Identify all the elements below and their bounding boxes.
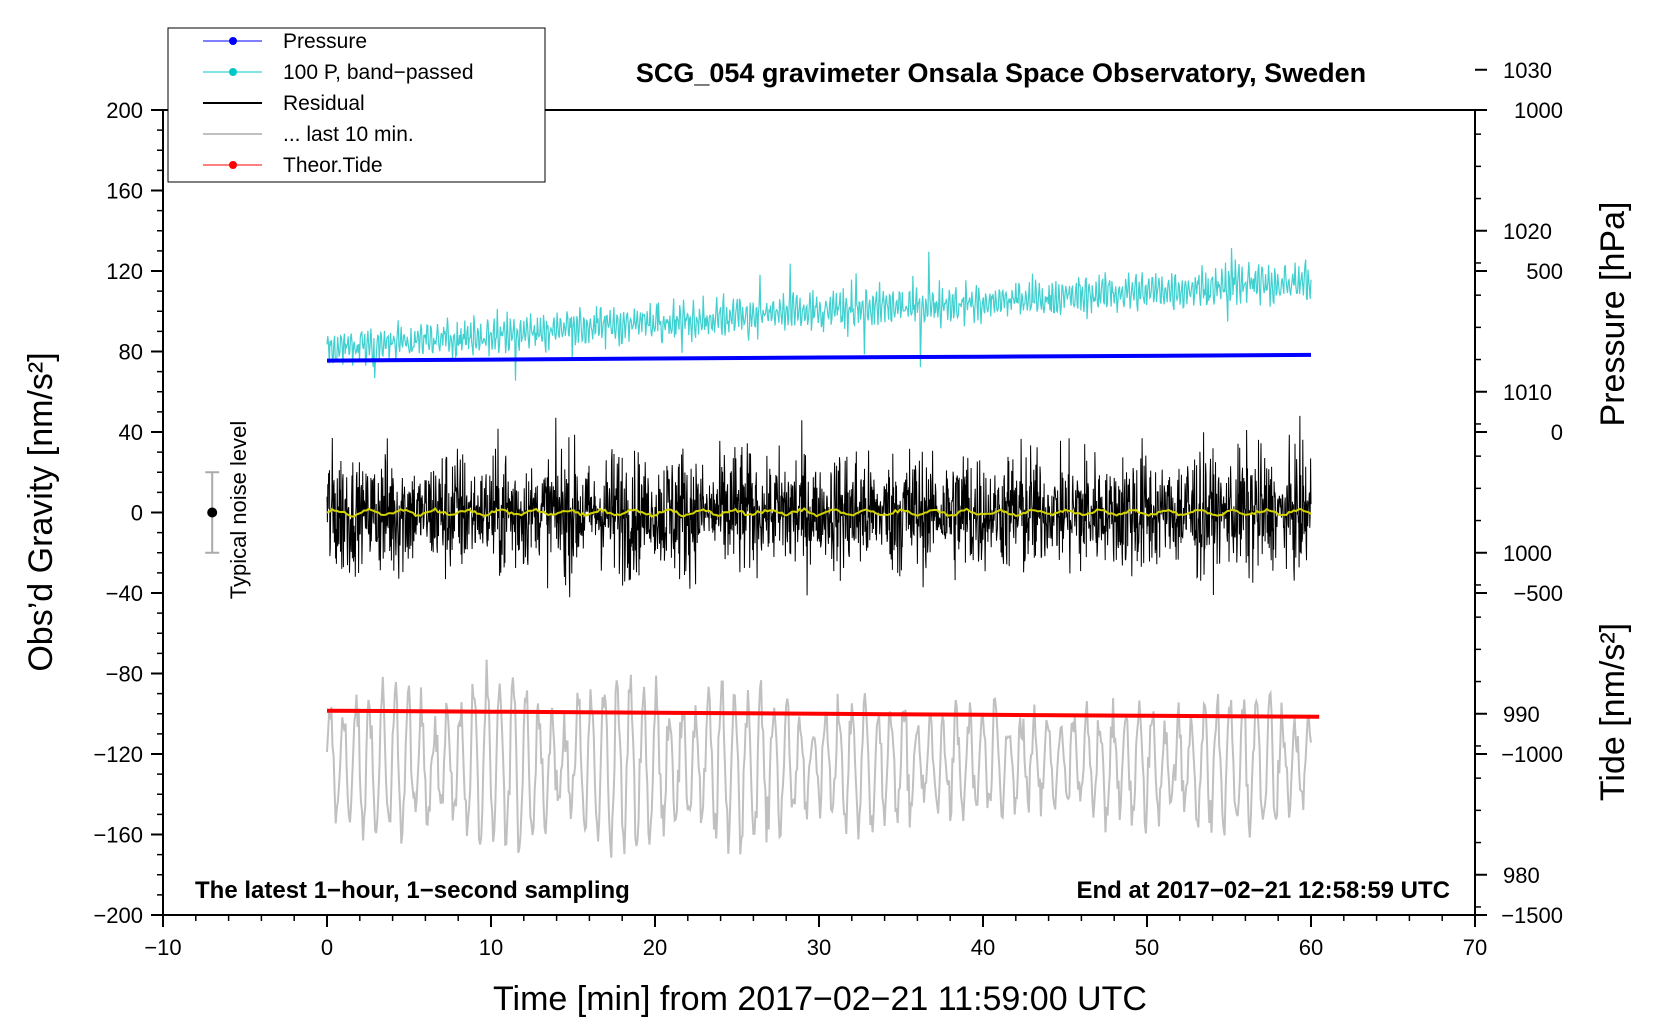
tide-tick-label: 0 xyxy=(1551,420,1563,445)
x-tick-label: 20 xyxy=(643,935,667,960)
x-axis: −10 0 10 20 30 40 50 60 70 xyxy=(144,915,1487,960)
tide-tick-label: 1000 xyxy=(1514,98,1563,123)
pressure-tick-label: 1020 xyxy=(1503,219,1552,244)
pressure-tick-label: 1030 xyxy=(1503,58,1552,83)
tide-tick-label: 500 xyxy=(1526,259,1563,284)
pressure-tick-label: 1000 xyxy=(1503,541,1552,566)
tide-axis: 1000 500 0 −500 −1000 −1500 xyxy=(1475,98,1563,928)
y-tick-label: 160 xyxy=(106,179,143,204)
noise-bar-center xyxy=(207,507,218,518)
y-tick-label: 80 xyxy=(119,340,143,365)
legend-marker xyxy=(229,68,237,76)
legend: Pressure 100 P, band−passed Residual ... la… xyxy=(167,27,546,183)
series-residual xyxy=(326,415,1312,598)
y-axis-left: 200 160 120 80 40 0 −40 −80 −120 −160 −200 xyxy=(93,98,163,928)
legend-label: 100 P, band−passed xyxy=(283,61,474,84)
y-tick-label: −200 xyxy=(93,903,143,928)
y-tick-label: 200 xyxy=(106,98,143,123)
y-tick-label: −80 xyxy=(106,662,143,687)
series-residual-smoothed xyxy=(326,507,1312,519)
tide-tick-label: −1500 xyxy=(1501,903,1563,928)
series-layer xyxy=(326,247,1320,858)
series-pressure xyxy=(326,352,1312,363)
x-axis-label: Time [min] from 2017−02−21 11:59:00 UTC xyxy=(493,980,1147,1018)
y-axis-label-left: Obs’d Gravity [nm/s²] xyxy=(22,352,60,671)
legend-marker xyxy=(229,161,237,169)
y-tick-label: −160 xyxy=(93,823,143,848)
x-tick-label: −10 xyxy=(144,935,181,960)
legend-marker xyxy=(229,37,237,45)
tide-tick-label: −500 xyxy=(1513,581,1563,606)
pressure-axis-label: Pressure [hPa] xyxy=(1594,202,1632,427)
pressure-tick-label: 980 xyxy=(1503,863,1540,888)
tide-tick-label: −1000 xyxy=(1501,742,1563,767)
y-tick-label: 0 xyxy=(131,501,143,526)
x-tick-label: 70 xyxy=(1463,935,1487,960)
noise-label: Typical noise level xyxy=(226,421,251,600)
series-last10min xyxy=(326,659,1312,858)
annotation-right: End at 2017−02−21 12:58:59 UTC xyxy=(1076,877,1450,904)
chart-title: SCG_054 gravimeter Onsala Space Observat… xyxy=(636,58,1366,88)
x-tick-label: 40 xyxy=(971,935,995,960)
series-band-passed-pressure xyxy=(326,247,1312,381)
y-tick-label: −40 xyxy=(106,581,143,606)
series-theor-tide xyxy=(326,708,1320,719)
legend-box xyxy=(167,27,546,183)
x-tick-label: 60 xyxy=(1299,935,1323,960)
y-tick-label: 120 xyxy=(106,259,143,284)
legend-label: Pressure xyxy=(283,30,367,53)
x-tick-label: 50 xyxy=(1135,935,1159,960)
y-tick-label: −120 xyxy=(93,742,143,767)
pressure-axis: 1030 1020 1010 1000 990 980 xyxy=(1475,58,1552,908)
legend-label: Theor.Tide xyxy=(283,154,383,177)
y-tick-label: 40 xyxy=(119,420,143,445)
legend-label: Residual xyxy=(283,92,365,115)
pressure-tick-label: 1010 xyxy=(1503,380,1552,405)
x-tick-label: 10 xyxy=(479,935,503,960)
noise-level-indicator xyxy=(205,471,220,554)
pressure-tick-label: 990 xyxy=(1503,702,1540,727)
tide-axis-label: Tide [nm/s²] xyxy=(1594,623,1632,801)
x-tick-label: 30 xyxy=(807,935,831,960)
x-tick-label: 0 xyxy=(321,935,333,960)
annotation-left: The latest 1−hour, 1−second sampling xyxy=(195,877,630,904)
legend-label: ... last 10 min. xyxy=(283,123,414,146)
